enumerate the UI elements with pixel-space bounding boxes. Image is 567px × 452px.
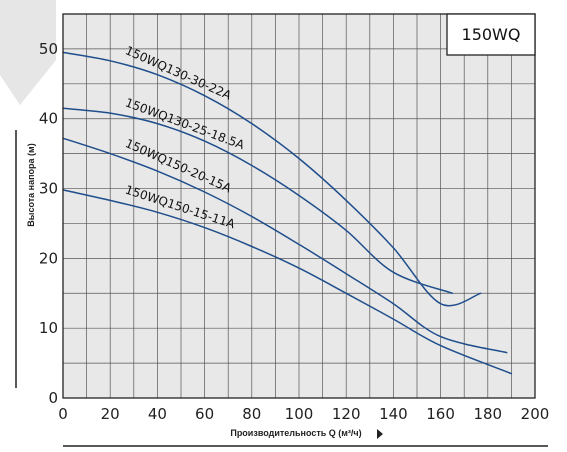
x-tick-label: 120 — [332, 405, 361, 423]
plot-frame — [62, 13, 536, 399]
series-line — [62, 189, 513, 375]
x-axis-arrow-icon — [377, 429, 383, 439]
y-tick-label: 20 — [39, 249, 58, 267]
series-curves — [62, 51, 513, 375]
y-tick-label: 0 — [48, 389, 58, 407]
x-tick-label: 160 — [426, 405, 455, 423]
y-tick-label: 40 — [39, 110, 58, 128]
x-tick-label: 200 — [521, 405, 550, 423]
series-line — [62, 51, 482, 307]
x-tick-labels: 0 20 40 60 80 100 120 140 160 180 200 — [58, 405, 549, 423]
x-tick-label: 100 — [285, 405, 314, 423]
y-tick-labels: 0 10 20 30 40 50 — [39, 40, 58, 407]
series-line — [62, 137, 508, 354]
y-tick-label: 10 — [39, 319, 58, 337]
x-axis-title: Производительность Q (м³/ч) — [230, 428, 361, 438]
x-tick-label: 60 — [195, 405, 214, 423]
model-box-frame — [446, 13, 536, 56]
corner-decoration — [0, 0, 56, 105]
y-tick-label: 30 — [39, 180, 58, 198]
x-tick-label: 0 — [58, 405, 68, 423]
x-tick-label: 180 — [473, 405, 502, 423]
x-tick-label: 140 — [379, 405, 408, 423]
x-tick-label: 40 — [148, 405, 167, 423]
chart-title: 150WQ — [462, 25, 521, 44]
x-tick-label: 20 — [101, 405, 120, 423]
x-tick-label: 80 — [242, 405, 261, 423]
model-box: 150WQ — [446, 13, 536, 56]
y-axis-title: Высота напора (м) — [26, 143, 36, 226]
series-line — [62, 107, 454, 295]
y-tick-label: 50 — [39, 40, 58, 58]
